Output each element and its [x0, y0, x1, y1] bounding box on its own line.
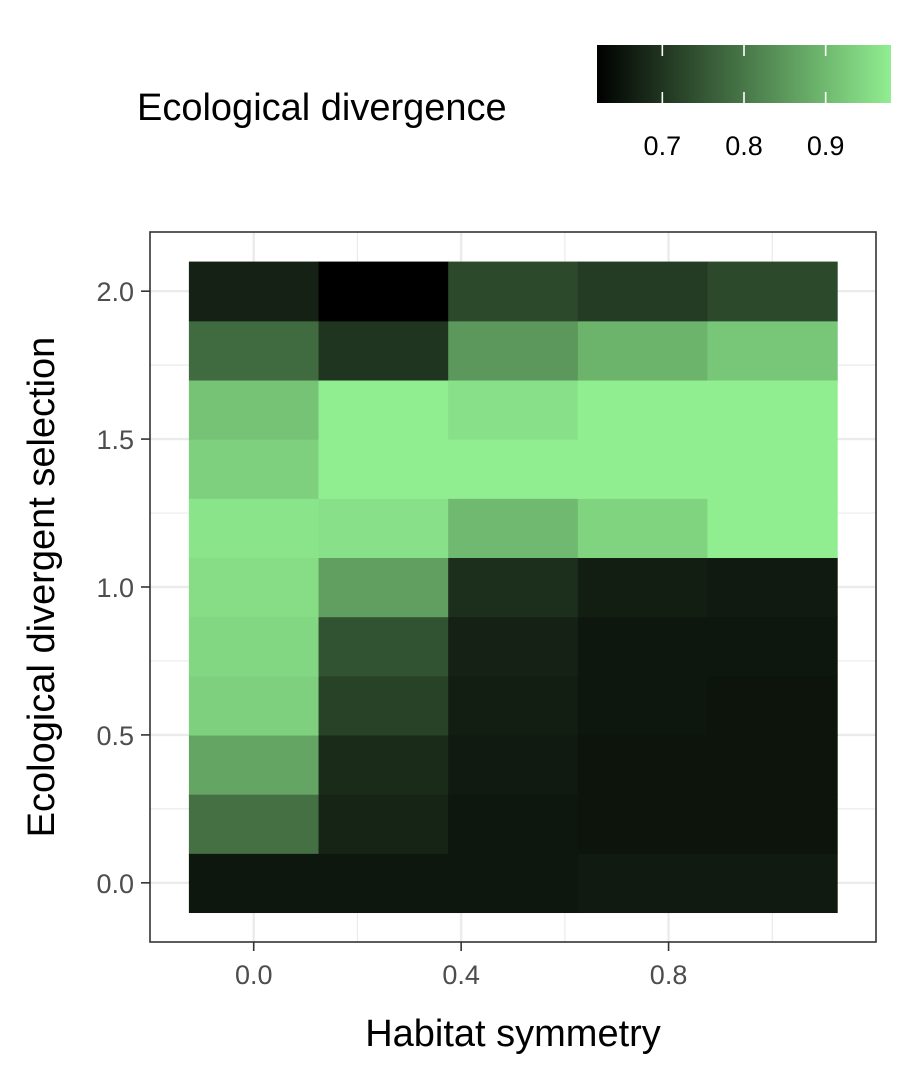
x-axis: 0.0 0.4 0.8 — [235, 942, 687, 990]
heatmap-tile — [448, 675, 579, 736]
heatmap-tile — [707, 675, 838, 736]
heatmap-tile — [448, 439, 579, 499]
y-tick-label: 0.5 — [96, 721, 134, 751]
heatmap-tile — [577, 794, 709, 854]
heatmap-tile — [577, 439, 709, 499]
y-axis: 0.0 0.5 1.0 1.5 2.0 — [96, 277, 150, 899]
heatmap-tile — [318, 794, 449, 854]
heatmap-tile — [188, 320, 320, 381]
heatmap-tile — [448, 557, 579, 618]
y-axis-title: Ecological divergent selection — [21, 337, 63, 838]
heatmap-tile — [318, 320, 449, 381]
x-axis-title: Habitat symmetry — [365, 1013, 661, 1055]
legend-title: Ecological divergence — [137, 87, 507, 129]
heatmap-tile — [318, 439, 449, 499]
y-tick-label: 1.5 — [96, 425, 134, 455]
heatmap-tile — [707, 734, 838, 795]
heatmap-tile — [707, 853, 838, 914]
heatmap-tile — [448, 616, 579, 677]
heatmap-tile — [577, 498, 709, 559]
y-tick-label: 0.0 — [96, 869, 134, 899]
heatmap-tile — [318, 261, 449, 322]
heatmap-tile — [188, 557, 320, 618]
heatmap-tile — [448, 320, 579, 381]
heatmap-tile — [188, 439, 320, 499]
heatmap-tile — [318, 557, 449, 618]
heatmap-tile — [707, 794, 838, 854]
heatmap-tile — [448, 853, 579, 914]
heatmap-tile — [188, 853, 320, 914]
heatmap-tile — [318, 379, 449, 440]
heatmap-tile — [707, 261, 838, 322]
heatmap-tile — [577, 261, 709, 322]
heatmap-tile — [577, 853, 709, 914]
heatmap-tile — [188, 379, 320, 440]
x-tick-label: 0.8 — [650, 960, 688, 990]
heatmap-tile — [577, 734, 709, 795]
plot-panel — [149, 231, 877, 943]
heatmap-tile — [707, 320, 838, 381]
heatmap-tile — [707, 557, 838, 618]
heatmap-tiles — [188, 261, 838, 914]
x-tick-label: 0.4 — [442, 960, 480, 990]
heatmap-tile — [577, 675, 709, 736]
heatmap-tile — [188, 734, 320, 795]
legend-tick-label: 0.9 — [807, 131, 845, 161]
heatmap-tile — [577, 320, 709, 381]
heatmap-tile — [448, 261, 579, 322]
heatmap-tile — [448, 734, 579, 795]
heatmap-tile — [707, 616, 838, 677]
legend-ticks: 0.7 0.8 0.9 — [644, 45, 845, 161]
heatmap-tile — [318, 616, 449, 677]
heatmap-tile — [188, 261, 320, 322]
heatmap-tile — [188, 498, 320, 559]
x-tick-label: 0.0 — [235, 960, 273, 990]
y-tick-label: 1.0 — [96, 573, 134, 603]
heatmap-tile — [188, 794, 320, 854]
heatmap-tile — [318, 675, 449, 736]
heatmap-tile — [318, 853, 449, 914]
heatmap-tile — [448, 498, 579, 559]
y-tick-label: 2.0 — [96, 277, 134, 307]
legend-tick-label: 0.7 — [644, 131, 682, 161]
heatmap-tile — [707, 498, 838, 559]
heatmap-tile — [188, 675, 320, 736]
heatmap-tile — [318, 498, 449, 559]
heatmap-tile — [448, 794, 579, 854]
heatmap-tile — [707, 379, 838, 440]
heatmap-tile — [707, 439, 838, 499]
heatmap-tile — [577, 379, 709, 440]
color-legend: Ecological divergence 0.7 0.8 0.9 — [137, 45, 891, 161]
heatmap-tile — [188, 616, 320, 677]
heatmap-tile — [577, 616, 709, 677]
heatmap-tile — [448, 379, 579, 440]
legend-tick-label: 0.8 — [725, 131, 763, 161]
heatmap-tile — [318, 734, 449, 795]
heatmap-tile — [577, 557, 709, 618]
